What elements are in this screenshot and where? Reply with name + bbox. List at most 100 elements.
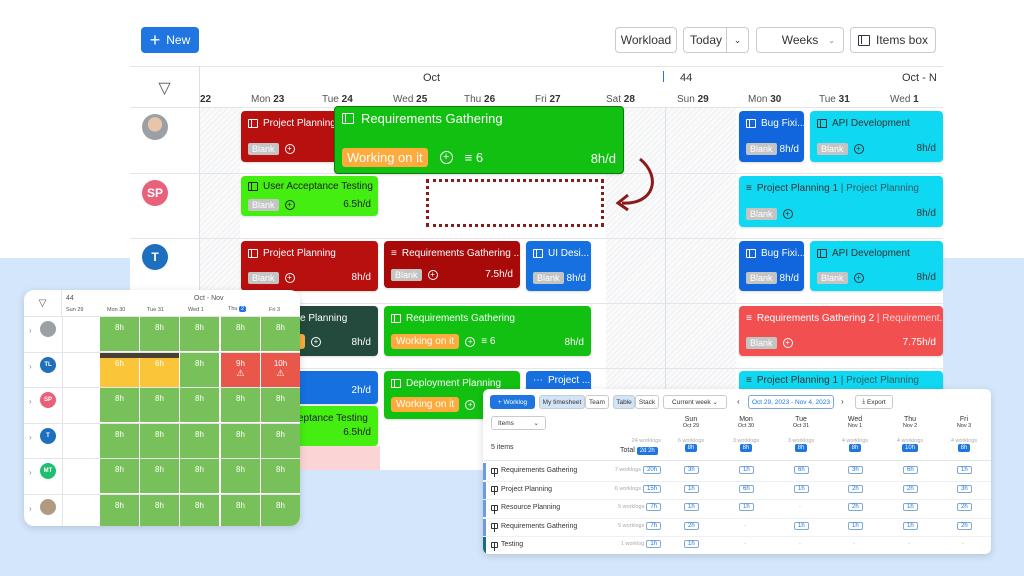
workload-cell[interactable]: 8h xyxy=(261,388,300,422)
workload-cell[interactable]: 8h xyxy=(100,459,139,493)
workload-cell[interactable]: 8h xyxy=(100,317,139,351)
hours-cell[interactable]: 6h xyxy=(794,466,809,474)
avatar[interactable] xyxy=(40,321,56,337)
timesheet-row[interactable]: Testing xyxy=(491,541,523,551)
workload-cell[interactable]: 8h xyxy=(180,459,219,493)
task-card[interactable]: ≡ Project Planning 1 | Project Planning B… xyxy=(739,176,943,227)
avatar[interactable]: T xyxy=(40,427,56,444)
add-update-icon[interactable]: + xyxy=(439,151,453,164)
workload-cell[interactable]: 8h xyxy=(100,423,139,458)
period-select[interactable]: Current week ⌄ xyxy=(663,395,727,409)
timesheet-row[interactable]: Project Planning xyxy=(491,486,552,495)
prev-week-button[interactable]: ‹ xyxy=(737,397,740,406)
task-card[interactable]: ≡ Project Planning 1 | Project Planning xyxy=(739,371,943,393)
workload-cell[interactable]: 8h xyxy=(180,317,219,351)
workload-cell[interactable]: 8h xyxy=(221,388,260,422)
items-dropdown[interactable]: Items ⌄ xyxy=(491,416,546,430)
workload-cell[interactable]: 8h xyxy=(180,388,219,422)
task-card[interactable]: 2h/d xyxy=(290,371,378,404)
task-card[interactable]: ≡ Requirements Gathering ... Blank + 7.5h/… xyxy=(384,241,520,288)
items-box-button[interactable]: Items box xyxy=(850,27,936,53)
hours-cell[interactable]: 1h xyxy=(684,540,699,548)
workload-cell[interactable]: 8h xyxy=(261,459,300,493)
workload-cell[interactable]: 8h xyxy=(100,388,139,422)
avatar[interactable] xyxy=(142,114,168,140)
task-card[interactable]: Bug Fixi... Blank 8h/d xyxy=(739,111,804,162)
workload-cell[interactable]: 8h xyxy=(140,494,179,526)
workload-cell[interactable]: 8h xyxy=(180,423,219,458)
avatar[interactable]: T xyxy=(142,244,168,270)
my-timesheet-toggle[interactable]: My timesheet xyxy=(539,395,585,409)
expand-row-icon[interactable]: › xyxy=(29,397,32,406)
hours-cell[interactable]: 1h xyxy=(794,484,809,493)
task-card[interactable]: API Development Blank + 8h/d xyxy=(810,241,943,291)
task-card[interactable]: Bug Fixi... Blank 8h/d xyxy=(739,241,804,291)
workload-cell[interactable]: 6h xyxy=(140,352,179,387)
workload-cell[interactable]: 8h xyxy=(221,494,260,526)
hours-cell[interactable]: 1h xyxy=(739,503,754,511)
new-button[interactable]: + New xyxy=(141,27,199,53)
avatar[interactable]: SP xyxy=(142,180,168,206)
export-button[interactable]: ⤓ Export xyxy=(855,395,893,409)
task-card[interactable]: Project Planning Blank + xyxy=(241,111,341,162)
expand-row-icon[interactable]: › xyxy=(29,468,32,477)
hours-cell[interactable]: 1h xyxy=(903,521,918,530)
task-card[interactable]: UI Desi... Blank 8h/d xyxy=(526,241,591,291)
hours-cell[interactable]: 2h xyxy=(957,521,972,530)
hours-cell[interactable]: 6h xyxy=(739,484,754,493)
avatar[interactable]: SP xyxy=(40,392,56,408)
next-week-button[interactable]: › xyxy=(841,397,844,406)
workload-button[interactable]: Workload xyxy=(615,27,677,53)
timesheet-row[interactable]: Resource Planning xyxy=(491,504,560,514)
workload-cell[interactable]: 9h ⚠ xyxy=(221,352,260,387)
task-card[interactable]: ≡ Requirements Gathering 2 | Requirement.… xyxy=(739,306,943,356)
weeks-select[interactable]: Weeks ⌄ xyxy=(756,27,844,53)
filter-icon[interactable]: ▽ xyxy=(24,290,62,316)
hours-cell[interactable]: 1h xyxy=(739,466,754,474)
expand-row-icon[interactable]: › xyxy=(29,503,32,513)
avatar[interactable] xyxy=(40,498,56,515)
task-card-dragging[interactable]: Requirements Gathering Working on it + ≡ 6… xyxy=(334,106,624,174)
task-card[interactable]: ⋯ Project ... xyxy=(526,371,591,393)
hours-cell[interactable]: 2h xyxy=(957,503,972,511)
workload-cell[interactable]: 10h ⚠ xyxy=(261,352,300,387)
hours-cell[interactable]: 2h xyxy=(848,503,863,511)
workload-cell[interactable]: 8h xyxy=(221,317,260,351)
today-button[interactable]: Today ⌄ xyxy=(683,27,749,53)
stack-toggle[interactable]: Stack xyxy=(635,395,659,409)
hours-cell[interactable]: 1h xyxy=(957,466,972,474)
workload-cell[interactable]: 8h xyxy=(261,317,300,351)
workload-cell[interactable]: 8h xyxy=(261,494,300,526)
hours-cell[interactable]: 2h xyxy=(684,521,699,530)
hours-cell[interactable]: 3h xyxy=(684,466,699,474)
hours-cell[interactable]: 2h xyxy=(848,484,863,493)
workload-cell[interactable]: 8h xyxy=(140,388,179,422)
add-update-icon[interactable]: + xyxy=(284,144,295,154)
workload-cell[interactable]: 8h xyxy=(100,494,139,526)
chevron-down-icon[interactable]: ⌄ xyxy=(726,28,748,52)
hours-cell[interactable]: 1h xyxy=(794,521,809,530)
hours-cell[interactable]: 3h xyxy=(848,466,863,474)
task-card[interactable]: API Development Blank + 8h/d xyxy=(810,111,943,162)
workload-cell[interactable]: 8h xyxy=(261,423,300,458)
hours-cell[interactable]: 1h xyxy=(684,503,699,511)
expand-row-icon[interactable]: › xyxy=(29,326,32,335)
date-range-picker[interactable]: Oct 29, 2023 - Nov 4, 2023 xyxy=(748,395,834,409)
filter-icon[interactable]: ▽ xyxy=(130,67,200,109)
timesheet-row[interactable]: Requirements Gathering xyxy=(491,523,577,532)
hours-cell[interactable]: 1h xyxy=(903,503,918,511)
timesheet-row[interactable]: Requirements Gathering xyxy=(491,467,577,477)
team-toggle[interactable]: Team xyxy=(585,395,609,409)
workload-cell[interactable]: 8h xyxy=(140,317,179,351)
task-card[interactable]: eptance Testing 6.5h/d xyxy=(290,406,378,446)
workload-cell[interactable]: 8h xyxy=(140,459,179,493)
workload-cell[interactable]: 8h xyxy=(221,459,260,493)
add-worklog-button[interactable]: + Worklog xyxy=(490,395,535,409)
workload-cell[interactable]: 8h xyxy=(180,494,219,526)
workload-cell[interactable]: 8h xyxy=(221,423,260,458)
task-card[interactable]: Requirements Gathering Working on it + ≡ 6… xyxy=(384,306,591,356)
hours-cell[interactable]: 1h xyxy=(848,521,863,530)
hours-cell[interactable]: 2h xyxy=(903,484,918,493)
avatar[interactable]: MT xyxy=(40,463,56,479)
task-card[interactable]: User Acceptance Testing Blank + 6.5h/d xyxy=(241,176,378,216)
